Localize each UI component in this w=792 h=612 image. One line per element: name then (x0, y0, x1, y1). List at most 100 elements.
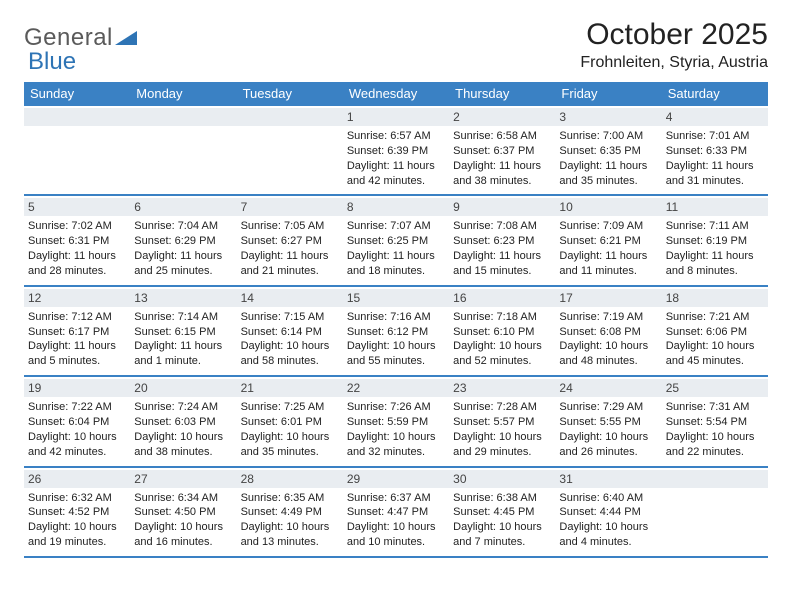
day-number: 21 (237, 379, 343, 397)
daylight: Daylight: 11 hours and 8 minutes. (666, 249, 764, 279)
astro-block: Sunrise: 6:40 AMSunset: 4:44 PMDaylight:… (559, 491, 657, 550)
week-row: 12Sunrise: 7:12 AMSunset: 6:17 PMDayligh… (24, 287, 768, 377)
day-number: 29 (343, 470, 449, 488)
day-number: 13 (130, 289, 236, 307)
day-cell: 20Sunrise: 7:24 AMSunset: 6:03 PMDayligh… (130, 377, 236, 465)
day-number: 4 (662, 108, 768, 126)
day-cell: 18Sunrise: 7:21 AMSunset: 6:06 PMDayligh… (662, 287, 768, 375)
day-cell: 15 Sunrise: 7:16 AMSunset: 6:12 PMDayligh… (343, 287, 449, 375)
sunset: Sunset: 6:35 PM (559, 144, 657, 159)
day-cell: 23Sunrise: 7:28 AMSunset: 5:57 PMDayligh… (449, 377, 555, 465)
daylight: Daylight: 10 hours and 38 minutes. (134, 430, 232, 460)
day-cell: 25Sunrise: 7:31 AMSunset: 5:54 PMDayligh… (662, 377, 768, 465)
sunset: Sunset: 4:52 PM (28, 505, 126, 520)
astro-block: Sunrise: 7:25 AMSunset: 6:01 PMDaylight:… (241, 400, 339, 459)
sunset: Sunset: 6:08 PM (559, 325, 657, 340)
dayhead-tuesday: Tuesday (237, 82, 343, 106)
sunrise: Sunrise: 7:00 AM (559, 129, 657, 144)
astro-block: Sunrise: 7:16 AMSunset: 6:12 PMDaylight:… (347, 310, 445, 369)
daylight: Daylight: 10 hours and 22 minutes. (666, 430, 764, 460)
dayhead-monday: Monday (130, 82, 236, 106)
daylight: Daylight: 10 hours and 10 minutes. (347, 520, 445, 550)
day-cell: 10 Sunrise: 7:09 AMSunset: 6:21 PMDayligh… (555, 196, 661, 284)
daylight: Daylight: 11 hours and 5 minutes. (28, 339, 126, 369)
day-number: 31 (555, 470, 661, 488)
daylight: Daylight: 10 hours and 26 minutes. (559, 430, 657, 460)
astro-block: Sunrise: 6:35 AMSunset: 4:49 PMDaylight:… (241, 491, 339, 550)
day-cell: 19Sunrise: 7:22 AMSunset: 6:04 PMDayligh… (24, 377, 130, 465)
sunset: Sunset: 6:04 PM (28, 415, 126, 430)
dayhead-saturday: Saturday (662, 82, 768, 106)
astro-block: Sunrise: 7:15 AMSunset: 6:14 PMDaylight:… (241, 310, 339, 369)
daylight: Daylight: 10 hours and 32 minutes. (347, 430, 445, 460)
sunset: Sunset: 6:10 PM (453, 325, 551, 340)
day-cell (237, 106, 343, 194)
astro-block: Sunrise: 7:22 AMSunset: 6:04 PMDaylight:… (28, 400, 126, 459)
sunrise: Sunrise: 7:14 AM (134, 310, 232, 325)
week-row: 19Sunrise: 7:22 AMSunset: 6:04 PMDayligh… (24, 377, 768, 467)
day-cell: 8Sunrise: 7:07 AMSunset: 6:25 PMDaylight… (343, 196, 449, 284)
day-number: 28 (237, 470, 343, 488)
day-number: 10 (555, 198, 661, 216)
astro-block: Sunrise: 7:01 AMSunset: 6:33 PMDaylight:… (666, 129, 764, 188)
astro-block: Sunrise: 7:09 AMSunset: 6:21 PMDaylight:… (559, 219, 657, 278)
astro-block: Sunrise: 6:57 AMSunset: 6:39 PMDaylight:… (347, 129, 445, 188)
day-number: 26 (24, 470, 130, 488)
daylight: Daylight: 10 hours and 7 minutes. (453, 520, 551, 550)
astro-block: Sunrise: 7:00 AMSunset: 6:35 PMDaylight:… (559, 129, 657, 188)
sunset: Sunset: 4:50 PM (134, 505, 232, 520)
day-number: 2 (449, 108, 555, 126)
day-header-row: Sunday Monday Tuesday Wednesday Thursday… (24, 82, 768, 106)
dayhead-thursday: Thursday (449, 82, 555, 106)
sunrise: Sunrise: 6:35 AM (241, 491, 339, 506)
sunrise: Sunrise: 7:24 AM (134, 400, 232, 415)
sunset: Sunset: 6:17 PM (28, 325, 126, 340)
day-number (24, 108, 130, 126)
day-cell: 21 Sunrise: 7:25 AMSunset: 6:01 PMDayligh… (237, 377, 343, 465)
day-number: 7 (237, 198, 343, 216)
daylight: Daylight: 10 hours and 48 minutes. (559, 339, 657, 369)
sunset: Sunset: 5:59 PM (347, 415, 445, 430)
daylight: Daylight: 10 hours and 55 minutes. (347, 339, 445, 369)
sunrise: Sunrise: 7:05 AM (241, 219, 339, 234)
daylight: Daylight: 11 hours and 31 minutes. (666, 159, 764, 189)
sunset: Sunset: 6:39 PM (347, 144, 445, 159)
astro-block: Sunrise: 6:34 AMSunset: 4:50 PMDaylight:… (134, 491, 232, 550)
day-cell (24, 106, 130, 194)
day-cell: 4 Sunrise: 7:01 AMSunset: 6:33 PMDaylight… (662, 106, 768, 194)
logo-text-blue: Blue (28, 48, 76, 76)
sunrise: Sunrise: 7:02 AM (28, 219, 126, 234)
astro-block: Sunrise: 7:05 AMSunset: 6:27 PMDaylight:… (241, 219, 339, 278)
sunset: Sunset: 6:01 PM (241, 415, 339, 430)
astro-block: Sunrise: 7:12 AMSunset: 6:17 PMDaylight:… (28, 310, 126, 369)
sunrise: Sunrise: 6:40 AM (559, 491, 657, 506)
week-row: 5Sunrise: 7:02 AMSunset: 6:31 PMDaylight… (24, 196, 768, 286)
day-number: 15 (343, 289, 449, 307)
astro-block: Sunrise: 6:58 AMSunset: 6:37 PMDaylight:… (453, 129, 551, 188)
day-cell: 7 Sunrise: 7:05 AMSunset: 6:27 PMDaylight… (237, 196, 343, 284)
day-number (662, 470, 768, 488)
sunrise: Sunrise: 6:57 AM (347, 129, 445, 144)
day-number: 5 (24, 198, 130, 216)
sunrise: Sunrise: 7:04 AM (134, 219, 232, 234)
dayhead-friday: Friday (555, 82, 661, 106)
sunset: Sunset: 6:29 PM (134, 234, 232, 249)
daylight: Daylight: 10 hours and 52 minutes. (453, 339, 551, 369)
day-cell: 28 Sunrise: 6:35 AMSunset: 4:49 PMDayligh… (237, 468, 343, 556)
sunset: Sunset: 6:37 PM (453, 144, 551, 159)
day-cell: 17Sunrise: 7:19 AMSunset: 6:08 PMDayligh… (555, 287, 661, 375)
day-number: 1 (343, 108, 449, 126)
astro-block: Sunrise: 6:32 AMSunset: 4:52 PMDaylight:… (28, 491, 126, 550)
daylight: Daylight: 10 hours and 16 minutes. (134, 520, 232, 550)
sunset: Sunset: 6:25 PM (347, 234, 445, 249)
daylight: Daylight: 11 hours and 25 minutes. (134, 249, 232, 279)
sunrise: Sunrise: 7:16 AM (347, 310, 445, 325)
astro-block: Sunrise: 7:26 AMSunset: 5:59 PMDaylight:… (347, 400, 445, 459)
daylight: Daylight: 10 hours and 29 minutes. (453, 430, 551, 460)
daylight: Daylight: 11 hours and 28 minutes. (28, 249, 126, 279)
astro-block: Sunrise: 7:11 AMSunset: 6:19 PMDaylight:… (666, 219, 764, 278)
location: Frohnleiten, Styria, Austria (580, 54, 768, 72)
sunrise: Sunrise: 7:07 AM (347, 219, 445, 234)
day-number: 25 (662, 379, 768, 397)
sunset: Sunset: 6:23 PM (453, 234, 551, 249)
